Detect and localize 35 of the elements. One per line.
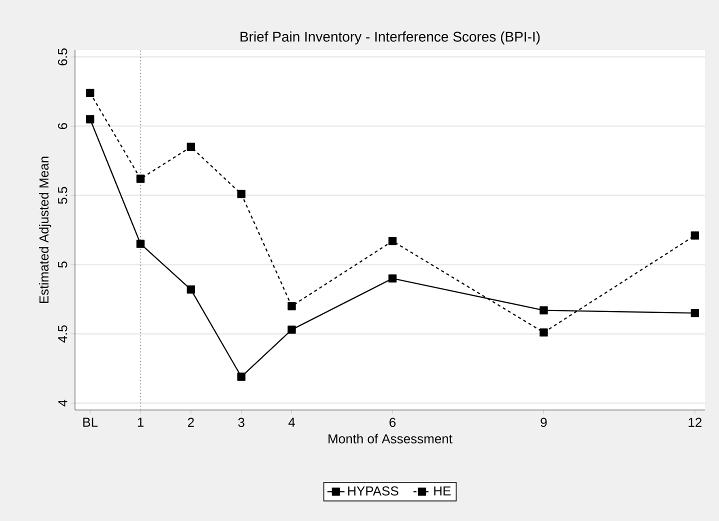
point xyxy=(540,328,548,337)
point xyxy=(288,302,296,310)
legend-label: HE xyxy=(434,486,451,496)
x-tick-label: 6 xyxy=(390,418,396,427)
point xyxy=(690,231,700,240)
chart-title: Brief Pain Inventory - Interference Scores (BPI-I) xyxy=(240,31,540,44)
point xyxy=(186,142,196,152)
point xyxy=(86,88,94,98)
point xyxy=(690,308,700,318)
x-axis-title: Month of Assessment xyxy=(328,434,452,444)
x-tick-label: 3 xyxy=(238,418,244,427)
point xyxy=(237,190,246,198)
point xyxy=(237,372,246,381)
x-tick-label: 9 xyxy=(540,418,547,427)
x-tick-label: 12 xyxy=(688,418,702,427)
point xyxy=(86,115,94,124)
point xyxy=(540,306,548,314)
legend-label: HYPASS xyxy=(348,486,398,496)
point xyxy=(136,240,145,248)
y-tick-label: 5.5 xyxy=(58,186,68,204)
y-tick-label: 4.5 xyxy=(58,325,68,343)
point xyxy=(288,326,296,334)
x-tick-label: 1 xyxy=(138,418,144,427)
y-tick-label: 6.5 xyxy=(58,48,68,66)
y-tick-label: 4 xyxy=(58,400,68,406)
x-tick-label: 4 xyxy=(288,418,295,427)
y-tick-label: 6 xyxy=(58,123,68,130)
x-tick-label: BL xyxy=(83,418,98,427)
y-axis-title: Estimated Adjusted Mean xyxy=(39,156,52,303)
y-tick-label: 5 xyxy=(58,262,68,268)
point xyxy=(136,174,145,183)
point xyxy=(388,236,397,246)
point xyxy=(186,285,196,294)
x-tick-label: 2 xyxy=(188,418,194,427)
point xyxy=(388,274,397,283)
